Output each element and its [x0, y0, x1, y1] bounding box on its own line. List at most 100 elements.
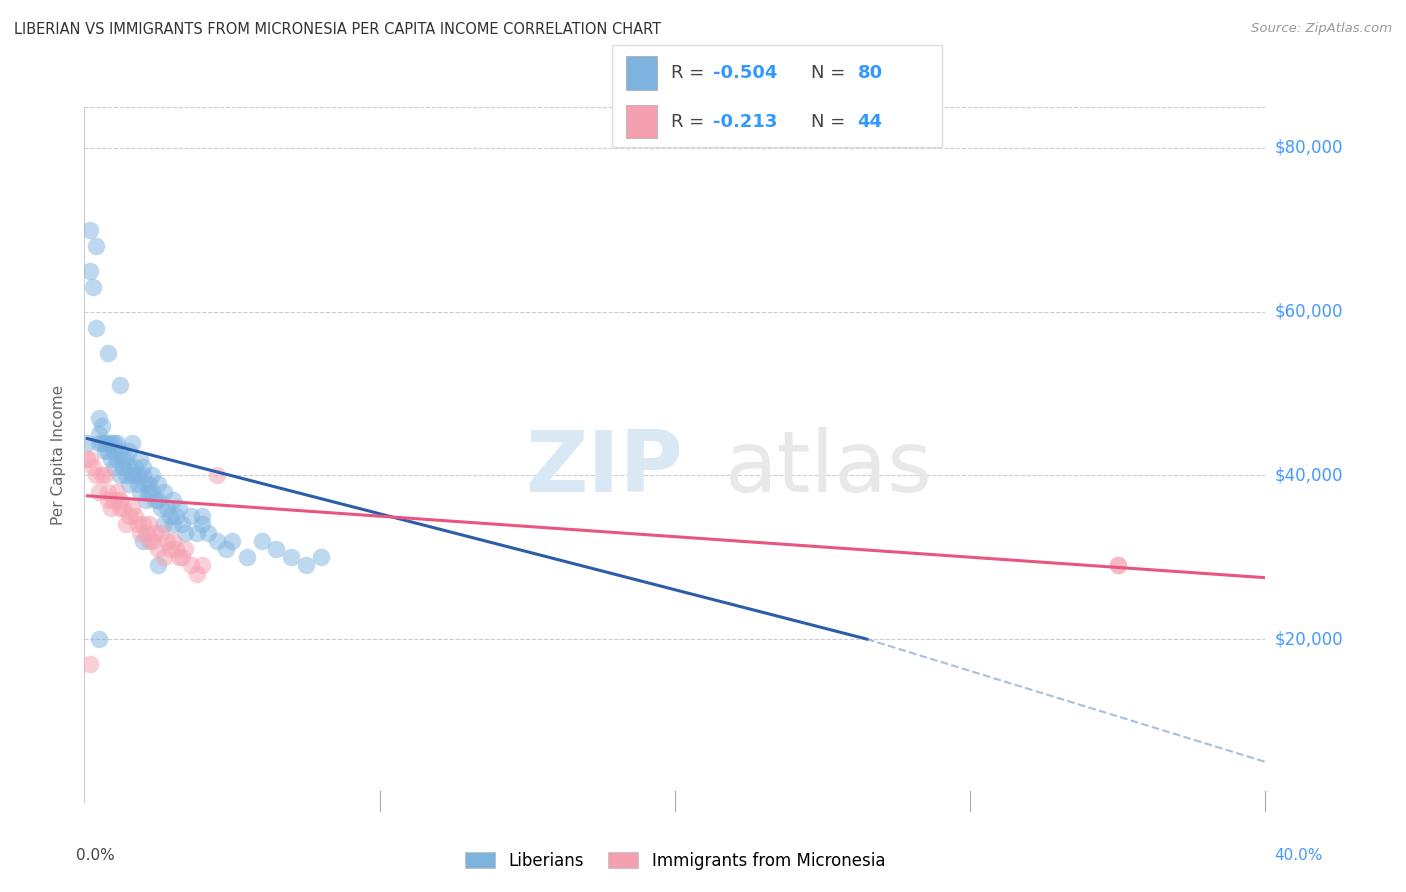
Point	[135, 492, 157, 507]
Text: Source: ZipAtlas.com: Source: ZipAtlas.com	[1251, 22, 1392, 36]
Point	[205, 533, 228, 548]
Point	[180, 558, 202, 573]
Point	[221, 533, 243, 548]
Point	[138, 517, 160, 532]
Point	[108, 468, 131, 483]
Point	[87, 427, 111, 442]
Point	[100, 452, 122, 467]
Point	[118, 460, 141, 475]
Point	[148, 558, 170, 573]
Point	[170, 550, 193, 565]
Point	[84, 239, 107, 253]
Point	[91, 468, 114, 483]
Point	[138, 484, 160, 499]
Point	[170, 517, 193, 532]
Point	[173, 525, 195, 540]
Point	[186, 566, 208, 581]
Point	[148, 492, 170, 507]
Text: -0.504: -0.504	[713, 64, 778, 82]
Point	[94, 435, 117, 450]
Point	[100, 501, 122, 516]
Point	[150, 501, 173, 516]
Text: $80,000: $80,000	[1274, 139, 1343, 157]
Point	[82, 280, 104, 294]
Point	[111, 452, 134, 467]
Point	[100, 435, 122, 450]
Text: $40,000: $40,000	[1274, 467, 1343, 484]
Text: 80: 80	[858, 64, 883, 82]
Point	[165, 509, 187, 524]
Point	[121, 468, 143, 483]
Point	[97, 443, 120, 458]
Point	[148, 542, 170, 557]
Text: 40.0%: 40.0%	[1274, 847, 1323, 863]
Point	[138, 476, 160, 491]
Point	[264, 542, 288, 557]
Point	[105, 484, 128, 499]
Point	[76, 452, 98, 467]
Point	[135, 476, 157, 491]
Point	[309, 550, 332, 565]
Point	[84, 468, 107, 483]
Point	[79, 223, 101, 237]
Point	[150, 525, 173, 540]
Text: LIBERIAN VS IMMIGRANTS FROM MICRONESIA PER CAPITA INCOME CORRELATION CHART: LIBERIAN VS IMMIGRANTS FROM MICRONESIA P…	[14, 22, 661, 37]
Point	[156, 501, 179, 516]
Text: N =: N =	[811, 64, 851, 82]
Text: R =: R =	[671, 112, 716, 130]
Point	[103, 460, 125, 475]
Point	[79, 657, 101, 671]
Point	[191, 509, 214, 524]
Text: 44: 44	[858, 112, 883, 130]
Point	[121, 435, 143, 450]
Point	[108, 501, 131, 516]
Text: R =: R =	[671, 64, 710, 82]
Point	[87, 411, 111, 425]
Point	[84, 321, 107, 335]
Text: 0.0%: 0.0%	[76, 847, 114, 863]
Point	[105, 435, 128, 450]
Point	[129, 484, 152, 499]
Point	[118, 443, 141, 458]
Point	[295, 558, 318, 573]
Point	[153, 550, 176, 565]
Point	[103, 435, 125, 450]
Point	[111, 501, 134, 516]
Point	[180, 509, 202, 524]
Text: $20,000: $20,000	[1274, 630, 1343, 648]
Point	[143, 525, 166, 540]
Point	[173, 542, 195, 557]
Point	[127, 517, 149, 532]
Point	[97, 345, 120, 359]
Point	[129, 452, 152, 467]
Point	[118, 476, 141, 491]
Point	[87, 632, 111, 646]
Point	[97, 484, 120, 499]
Point	[148, 476, 170, 491]
Point	[76, 435, 98, 450]
Point	[167, 550, 190, 565]
Point	[79, 264, 101, 278]
Text: $60,000: $60,000	[1274, 302, 1343, 321]
Point	[129, 525, 152, 540]
Point	[141, 484, 163, 499]
Point	[132, 460, 155, 475]
Point	[159, 542, 181, 557]
Point	[127, 476, 149, 491]
Point	[97, 492, 120, 507]
Point	[162, 533, 184, 548]
Point	[124, 468, 146, 483]
Point	[135, 525, 157, 540]
Point	[162, 492, 184, 507]
Point	[103, 443, 125, 458]
Point	[153, 517, 176, 532]
Point	[124, 509, 146, 524]
Point	[165, 542, 187, 557]
Point	[103, 492, 125, 507]
Point	[1107, 558, 1129, 573]
Text: atlas: atlas	[724, 427, 932, 510]
Point	[132, 517, 155, 532]
Point	[235, 550, 259, 565]
Point	[105, 452, 128, 467]
Point	[87, 435, 111, 450]
